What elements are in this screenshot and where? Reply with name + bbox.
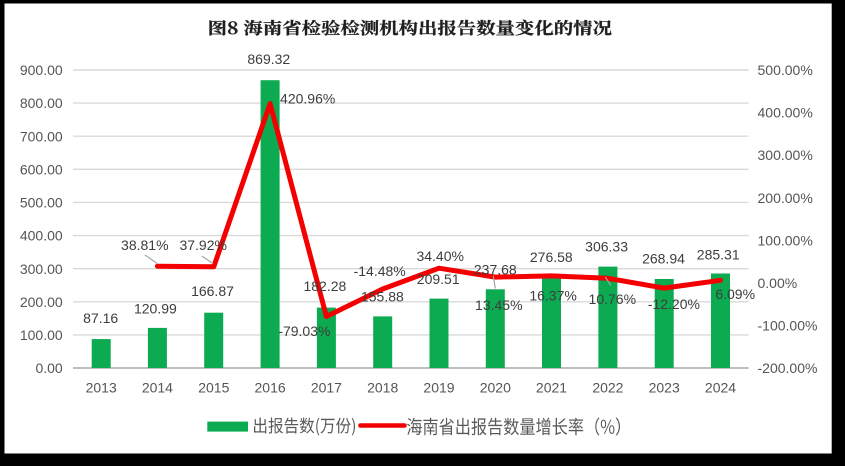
svg-text:200.00: 200.00 <box>20 294 63 310</box>
svg-text:237.68: 237.68 <box>474 262 517 278</box>
svg-text:155.88: 155.88 <box>361 288 404 304</box>
svg-text:2024: 2024 <box>705 380 736 396</box>
svg-text:100.00: 100.00 <box>20 327 63 343</box>
svg-text:-200.00%: -200.00% <box>758 360 818 376</box>
svg-text:2013: 2013 <box>86 380 117 396</box>
svg-text:2016: 2016 <box>255 380 286 396</box>
svg-text:869.32: 869.32 <box>247 51 290 67</box>
svg-text:-79.03%: -79.03% <box>278 323 330 339</box>
svg-text:900.00: 900.00 <box>20 62 63 78</box>
svg-text:2015: 2015 <box>198 380 229 396</box>
svg-text:2019: 2019 <box>423 380 454 396</box>
svg-text:100.00%: 100.00% <box>758 232 813 248</box>
svg-text:166.87: 166.87 <box>191 283 234 299</box>
svg-text:300.00%: 300.00% <box>758 147 813 163</box>
svg-text:0.00: 0.00 <box>35 360 62 376</box>
svg-text:0.00%: 0.00% <box>758 275 798 291</box>
svg-text:2014: 2014 <box>142 380 173 396</box>
svg-text:500.00: 500.00 <box>20 195 63 211</box>
svg-text:-12.20%: -12.20% <box>648 296 700 312</box>
svg-text:2023: 2023 <box>649 380 680 396</box>
svg-text:276.58: 276.58 <box>530 249 573 265</box>
svg-text:16.37%: 16.37% <box>529 288 576 304</box>
svg-text:182.28: 182.28 <box>303 278 346 294</box>
svg-text:600.00: 600.00 <box>20 161 63 177</box>
svg-text:2017: 2017 <box>311 380 342 396</box>
svg-text:700.00: 700.00 <box>20 128 63 144</box>
svg-text:420.96%: 420.96% <box>280 91 335 107</box>
svg-text:2018: 2018 <box>367 380 398 396</box>
svg-text:38.81%: 38.81% <box>121 237 168 253</box>
svg-text:2021: 2021 <box>536 380 567 396</box>
svg-text:800.00: 800.00 <box>20 95 63 111</box>
svg-text:-14.48%: -14.48% <box>354 263 406 279</box>
svg-text:-100.00%: -100.00% <box>758 318 818 334</box>
svg-text:10.76%: 10.76% <box>589 291 636 307</box>
svg-text:268.94: 268.94 <box>642 251 685 267</box>
svg-text:2020: 2020 <box>480 380 511 396</box>
svg-text:120.99: 120.99 <box>134 300 177 316</box>
svg-text:400.00%: 400.00% <box>758 105 813 121</box>
svg-text:500.00%: 500.00% <box>758 62 813 78</box>
svg-text:300.00: 300.00 <box>20 261 63 277</box>
svg-text:209.51: 209.51 <box>417 271 460 287</box>
svg-text:2022: 2022 <box>592 380 623 396</box>
svg-text:34.40%: 34.40% <box>416 248 463 264</box>
svg-text:87.16: 87.16 <box>83 310 118 326</box>
svg-text:400.00: 400.00 <box>20 228 63 244</box>
svg-text:306.33: 306.33 <box>585 239 628 255</box>
svg-text:13.45%: 13.45% <box>475 297 522 313</box>
svg-text:285.31: 285.31 <box>697 246 740 262</box>
svg-text:37.92%: 37.92% <box>179 237 226 253</box>
svg-text:200.00%: 200.00% <box>758 190 813 206</box>
svg-text:6.09%: 6.09% <box>715 286 755 302</box>
